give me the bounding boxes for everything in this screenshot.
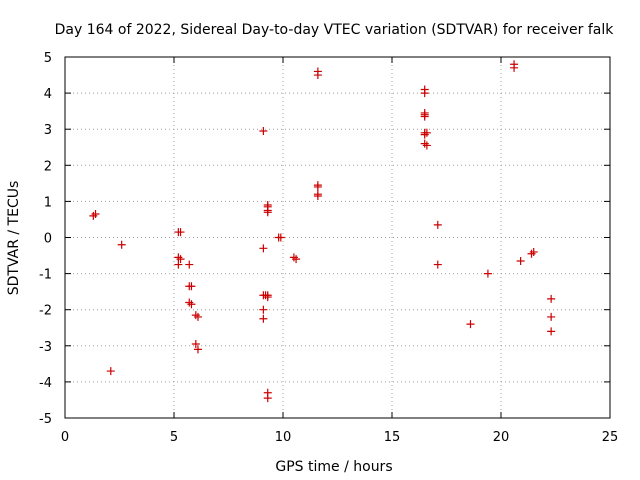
data-point	[420, 130, 429, 139]
data-point	[89, 211, 98, 220]
y-tick-label: 0	[44, 232, 52, 247]
data-point	[547, 312, 556, 321]
data-point	[191, 311, 200, 320]
y-tick-label: 2	[44, 159, 52, 174]
data-point	[527, 249, 536, 258]
x-axis-label: GPS time / hours	[275, 459, 392, 475]
grid-lines	[65, 57, 610, 418]
data-point	[516, 256, 525, 265]
data-point	[185, 260, 194, 269]
data-point	[289, 253, 298, 262]
data-point	[185, 298, 194, 307]
data-point	[547, 327, 556, 336]
data-point	[187, 282, 196, 291]
y-axis-label: SDTVAR / TECUs	[6, 181, 22, 296]
y-tick-label: 1	[44, 195, 52, 210]
x-tick-labels: 0 5 10 15 20 25	[61, 430, 618, 445]
chart-title: Day 164 of 2022, Sidereal Day-to-day VTE…	[55, 22, 615, 38]
data-point	[174, 253, 183, 262]
data-point	[259, 314, 268, 323]
data-point	[529, 247, 538, 256]
axis-ticks	[64, 56, 611, 419]
data-point	[420, 112, 429, 121]
data-point	[433, 260, 442, 269]
data-point	[176, 228, 185, 237]
data-point	[259, 244, 268, 253]
y-tick-label: -2	[39, 304, 52, 319]
data-point	[259, 305, 268, 314]
y-tick-label: -1	[39, 268, 52, 283]
data-point	[91, 210, 100, 219]
y-tick-labels: -5 -4 -3 -2 -1 0 1 2 3 4 5	[39, 51, 52, 427]
x-tick-label: 10	[275, 430, 292, 445]
y-tick-label: 5	[44, 51, 52, 66]
data-point	[117, 240, 126, 249]
data-point	[547, 294, 556, 303]
y-tick-label: -5	[39, 412, 52, 427]
data-point	[510, 63, 519, 72]
data-point	[187, 300, 196, 309]
data-point	[176, 255, 185, 264]
data-point	[313, 71, 322, 80]
x-tick-label: 15	[384, 430, 401, 445]
data-point	[106, 367, 115, 376]
data-point	[174, 260, 183, 269]
data-point	[193, 312, 202, 321]
data-point	[433, 220, 442, 229]
data-point	[466, 320, 475, 329]
data-point	[276, 233, 285, 242]
data-point	[263, 291, 272, 300]
x-tick-label: 25	[602, 430, 619, 445]
data-point	[313, 191, 322, 200]
y-tick-label: -3	[39, 340, 52, 355]
data-point	[420, 139, 429, 148]
y-tick-label: 4	[44, 87, 52, 102]
y-tick-label: -4	[39, 376, 52, 391]
data-points	[89, 60, 556, 403]
data-point	[259, 127, 268, 136]
data-point	[422, 141, 431, 150]
data-point	[193, 345, 202, 354]
data-point	[263, 202, 272, 211]
data-point	[483, 269, 492, 278]
data-point	[422, 128, 431, 137]
data-point	[191, 339, 200, 348]
x-tick-label: 0	[61, 430, 69, 445]
x-tick-label: 5	[170, 430, 178, 445]
y-tick-label: 3	[44, 123, 52, 138]
data-point	[263, 394, 272, 403]
data-point	[420, 89, 429, 98]
x-tick-label: 20	[493, 430, 510, 445]
data-point	[313, 182, 322, 191]
data-point	[292, 255, 301, 264]
